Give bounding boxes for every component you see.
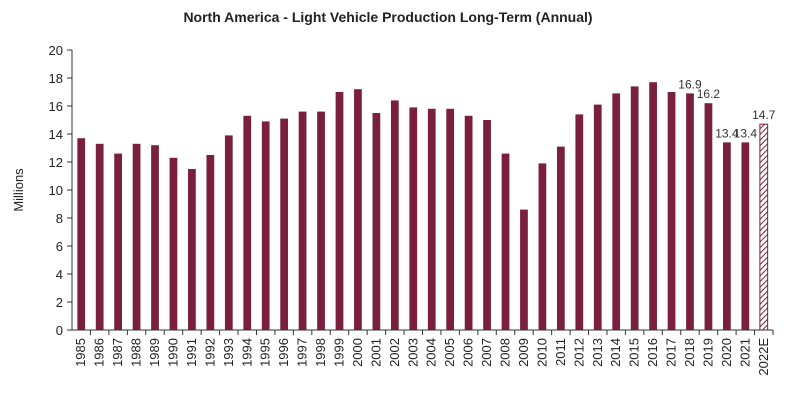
y-tick-label: 12 [49, 155, 63, 170]
bar-1986 [95, 143, 104, 330]
bar-1998 [317, 111, 325, 330]
x-tick-label: 2021 [737, 338, 752, 367]
bar-2017 [667, 92, 676, 330]
x-tick-label: 2017 [664, 338, 679, 367]
bar-2001 [372, 113, 381, 330]
y-tick-label: 6 [56, 239, 63, 254]
bar-2013 [593, 104, 602, 330]
bar-2012 [575, 114, 584, 331]
x-tick-label: 2019 [700, 338, 715, 367]
bar-1997 [298, 111, 307, 330]
x-tick-label: 2008 [498, 338, 513, 367]
x-tick-label: 2001 [368, 338, 383, 367]
y-tick-label: 0 [56, 323, 63, 338]
bar-2020 [723, 142, 731, 330]
bar-1994 [243, 115, 252, 330]
x-tick-label: 2006 [461, 338, 476, 367]
x-tick-label: 1988 [129, 338, 144, 367]
x-tick-label: 1992 [202, 338, 217, 367]
bar-1999 [335, 92, 344, 330]
y-tick-label: 16 [49, 99, 63, 114]
y-tick-label: 2 [56, 295, 63, 310]
bar-2022E [759, 123, 769, 331]
bar-2014 [612, 93, 621, 331]
x-tick-label: 2018 [682, 338, 697, 367]
bar-1988 [132, 143, 141, 330]
chart-title: North America - Light Vehicle Production… [183, 9, 592, 25]
x-tick-label: 1985 [73, 338, 88, 367]
x-tick-label: 1999 [331, 338, 346, 367]
x-tick-label: 2013 [590, 338, 605, 367]
data-label-2021: 13.4 [734, 126, 758, 140]
y-tick-label: 14 [49, 127, 63, 142]
bar-2002 [390, 100, 399, 331]
x-tick-label: 1986 [92, 338, 107, 367]
bar-2021 [741, 142, 750, 330]
x-tick-label: 1990 [165, 338, 180, 367]
y-tick-label: 10 [49, 183, 63, 198]
bar-series [77, 82, 769, 331]
bar-2007 [483, 120, 491, 330]
x-tick-label: 2000 [350, 338, 365, 367]
bar-1995 [261, 121, 270, 331]
x-tick-label: 1991 [184, 338, 199, 367]
bar-1996 [280, 118, 289, 330]
x-tick-label: 1998 [313, 338, 328, 367]
x-tick-label: 2016 [645, 338, 660, 367]
bar-2011 [556, 146, 565, 330]
x-tick-label: 2015 [627, 338, 642, 367]
bar-2015 [630, 86, 639, 331]
x-tick-label: 1987 [110, 338, 125, 367]
x-tick-label: 2004 [424, 338, 439, 367]
bar-2000 [354, 89, 362, 330]
bar-1989 [151, 145, 159, 330]
x-tick-label: 1989 [147, 338, 162, 367]
x-tick-label: 1994 [239, 338, 254, 367]
data-labels: 16.916.2 13.413.4 14.7 [678, 77, 775, 140]
bar-2006 [464, 115, 473, 330]
x-tick-label: 2002 [387, 338, 402, 367]
bar-1987 [114, 153, 122, 330]
bar-1990 [169, 157, 178, 330]
bar-1993 [224, 135, 233, 330]
bar-1985 [77, 138, 86, 330]
x-tick-label: 1993 [221, 338, 236, 367]
bar-2005 [446, 108, 455, 330]
bar-2004 [427, 108, 436, 330]
y-tick-label: 4 [56, 267, 63, 282]
x-tick-label: 2009 [516, 338, 531, 367]
x-tick-label: 2022E [756, 338, 771, 376]
x-tick-label: 1997 [295, 338, 310, 367]
x-tick-label: 2007 [479, 338, 494, 367]
y-axis-label: Millions [11, 168, 26, 212]
x-tick-label: 2012 [571, 338, 586, 367]
bar-2010 [538, 163, 547, 330]
bar-2019 [704, 103, 713, 330]
x-tick-label: 2011 [553, 338, 568, 366]
data-label-2020: 13.4 [715, 126, 739, 140]
data-label-2018: 16.9 [678, 77, 702, 91]
x-tick-label: 1996 [276, 338, 291, 367]
y-tick-label: 8 [56, 211, 63, 226]
bar-1992 [206, 155, 215, 330]
x-tick-label: 2014 [608, 338, 623, 367]
y-tick-label: 20 [49, 43, 63, 58]
bar-2008 [501, 153, 510, 330]
x-axis: 1985 1986 1987 1988 1989 1990 1991 1992 1993 1994… [73, 330, 774, 376]
data-label-2022E: 14.7 [752, 108, 776, 122]
x-tick-label: 2020 [719, 338, 734, 367]
data-label-2019: 16.2 [697, 87, 721, 101]
bar-2009 [520, 209, 528, 330]
x-tick-label: 2005 [442, 338, 457, 367]
bar-2016 [649, 82, 657, 330]
bar-2003 [409, 107, 418, 331]
x-tick-label: 2010 [534, 338, 549, 367]
y-tick-label: 18 [49, 71, 63, 86]
x-tick-label: 2003 [405, 338, 420, 367]
bar-1991 [188, 169, 196, 330]
y-axis: 0 2 4 6 8 10 12 14 16 18 20 [49, 43, 72, 338]
x-tick-label: 1995 [258, 338, 273, 367]
bar-2018 [686, 93, 694, 331]
